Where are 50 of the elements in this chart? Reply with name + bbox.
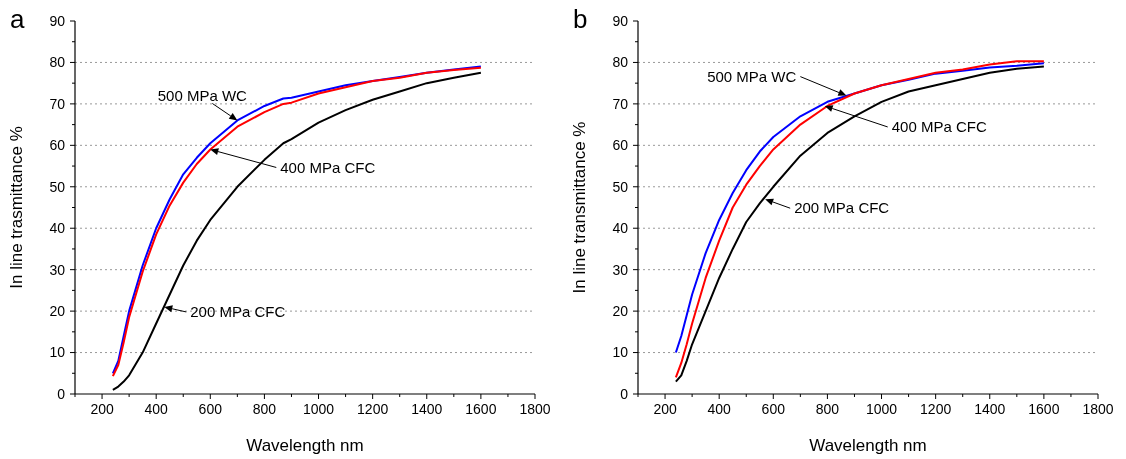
y-tick-label: 90	[49, 12, 66, 29]
y-tick-label: 0	[620, 385, 629, 402]
x-tick-label: 1200	[920, 401, 952, 417]
x-tick-label: 1800	[1082, 401, 1114, 417]
annotation: 500 MPa WC	[157, 86, 248, 104]
y-tick-label: 10	[49, 344, 66, 361]
y-tick-label: 60	[49, 137, 66, 154]
y-tick-label: 60	[612, 137, 629, 154]
x-tick-label: 800	[252, 401, 277, 417]
y-axis-title: In line transmittance %	[570, 121, 589, 294]
y-tick-label: 20	[49, 303, 66, 320]
y-tick-label: 50	[49, 178, 66, 195]
x-tick-label: 1400	[974, 401, 1006, 417]
y-tick-label: 40	[612, 220, 629, 237]
x-axis-title: Wavelength nm	[246, 436, 364, 455]
y-tick-label: 30	[612, 261, 629, 278]
y-tick-label: 20	[612, 303, 629, 320]
x-tick-label: 1400	[411, 401, 443, 417]
x-tick-label: 1000	[302, 401, 335, 417]
chart-title: b	[573, 4, 588, 34]
y-tick-label: 30	[49, 261, 66, 278]
annotation: 200 MPa CFC	[794, 199, 890, 217]
y-tick-label: 0	[57, 385, 66, 402]
x-tick-label: 600	[761, 401, 786, 417]
annotation: 500 MPa WC	[707, 67, 797, 85]
x-tick-label: 600	[198, 401, 223, 417]
y-tick-label: 80	[49, 54, 66, 71]
annotation: 400 MPa CFC	[891, 118, 987, 136]
y-tick-label: 40	[49, 220, 66, 237]
y-tick-label: 50	[612, 178, 629, 195]
annotation: 200 MPa CFC	[190, 303, 286, 321]
x-tick-label: 400	[144, 401, 169, 417]
y-tick-label: 10	[612, 344, 629, 361]
y-tick-label: 90	[612, 12, 629, 29]
x-tick-label: 1600	[1028, 401, 1060, 417]
x-tick-label: 200	[90, 401, 114, 417]
y-tick-label: 70	[612, 95, 629, 112]
y-tick-label: 80	[612, 54, 629, 71]
annotation: 400 MPa CFC	[280, 158, 376, 176]
x-tick-label: 1200	[357, 401, 389, 417]
x-tick-label: 400	[707, 401, 732, 417]
y-tick-label: 70	[49, 95, 66, 112]
y-axis-title: In line trasmittance %	[7, 126, 26, 289]
x-tick-label: 1600	[465, 401, 497, 417]
x-tick-label: 800	[815, 401, 840, 417]
x-tick-label: 1800	[519, 401, 551, 417]
x-tick-label: 200	[653, 401, 677, 417]
x-axis-title: Wavelength nm	[809, 436, 927, 455]
x-tick-label: 1000	[865, 401, 898, 417]
chart-title: a	[10, 4, 25, 34]
